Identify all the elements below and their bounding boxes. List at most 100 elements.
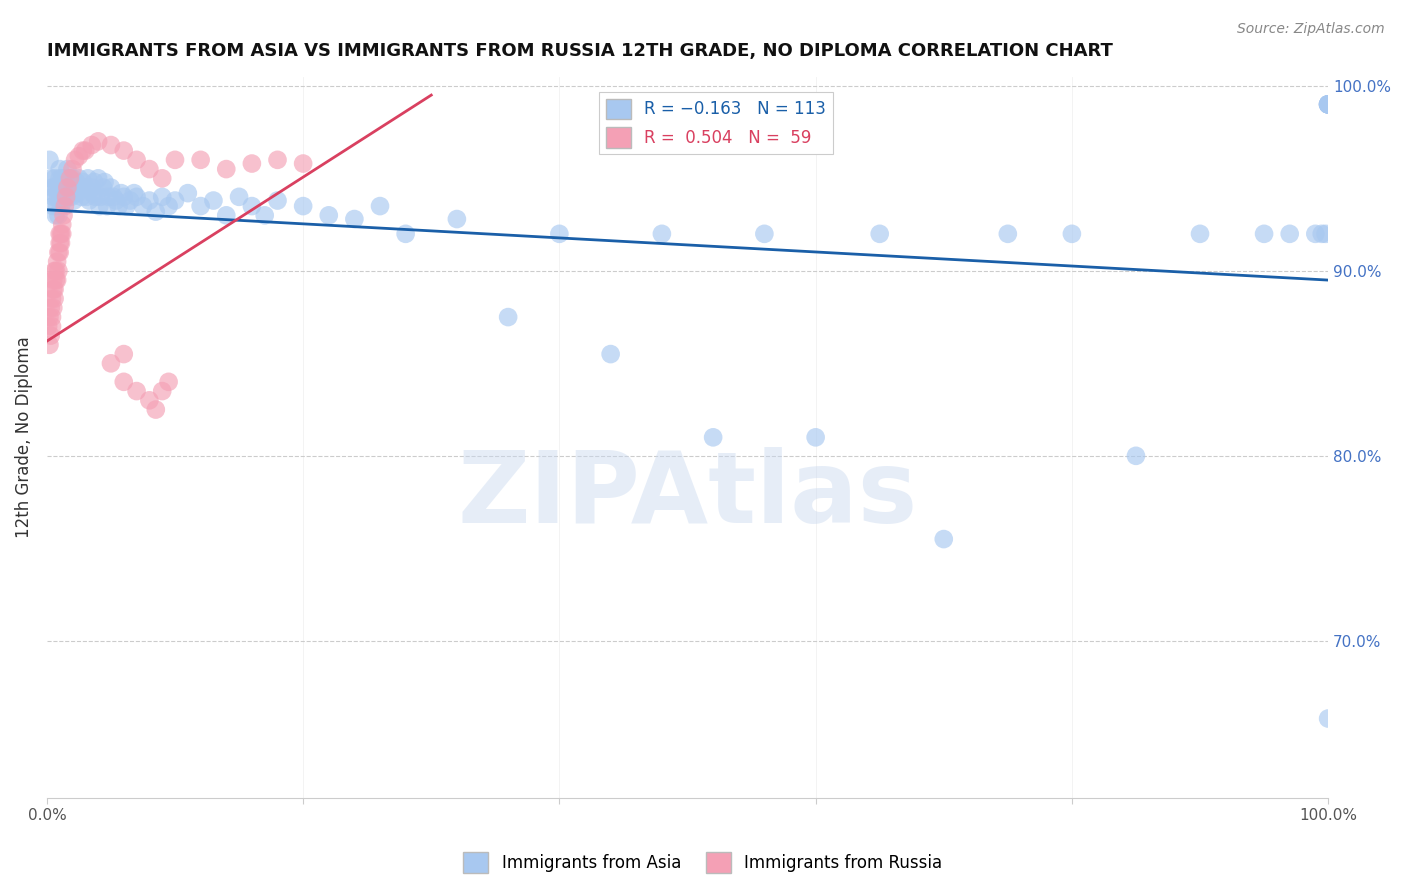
Point — [368, 199, 391, 213]
Point — [76, 190, 98, 204]
Point — [52, 194, 75, 208]
Point — [52, 208, 75, 222]
Point — [56, 180, 79, 194]
Point — [215, 162, 238, 177]
Point — [97, 190, 120, 204]
Point — [38, 153, 60, 167]
Point — [80, 138, 103, 153]
Point — [1310, 227, 1333, 241]
Point — [292, 156, 315, 170]
Point — [51, 171, 73, 186]
Point — [87, 171, 110, 186]
Point — [77, 194, 100, 208]
Point — [44, 264, 66, 278]
Point — [48, 264, 70, 278]
Point — [1305, 227, 1327, 241]
Point — [1125, 449, 1147, 463]
Point — [44, 282, 66, 296]
Point — [228, 190, 250, 204]
Point — [496, 310, 519, 324]
Point — [869, 227, 891, 241]
Point — [55, 190, 77, 204]
Point — [112, 144, 135, 158]
Point — [45, 208, 67, 222]
Point — [318, 208, 340, 222]
Point — [45, 273, 67, 287]
Point — [62, 194, 84, 208]
Legend: Immigrants from Asia, Immigrants from Russia: Immigrants from Asia, Immigrants from Ru… — [457, 846, 949, 880]
Point — [56, 162, 79, 177]
Point — [1317, 97, 1340, 112]
Point — [754, 227, 776, 241]
Point — [70, 190, 93, 204]
Point — [702, 430, 724, 444]
Point — [266, 194, 288, 208]
Point — [46, 180, 69, 194]
Point — [138, 162, 160, 177]
Point — [46, 254, 69, 268]
Point — [46, 273, 69, 287]
Point — [138, 194, 160, 208]
Point — [132, 199, 155, 213]
Point — [60, 190, 83, 204]
Point — [190, 153, 212, 167]
Point — [48, 180, 70, 194]
Point — [59, 180, 82, 194]
Point — [190, 199, 212, 213]
Point — [42, 199, 65, 213]
Point — [48, 208, 70, 222]
Point — [1317, 97, 1340, 112]
Point — [138, 393, 160, 408]
Point — [240, 156, 263, 170]
Point — [55, 190, 77, 204]
Point — [46, 199, 69, 213]
Point — [163, 153, 186, 167]
Point — [1317, 712, 1340, 726]
Point — [105, 194, 128, 208]
Point — [125, 190, 148, 204]
Point — [53, 186, 76, 201]
Point — [58, 171, 80, 186]
Point — [42, 190, 65, 204]
Point — [103, 190, 125, 204]
Point — [53, 199, 76, 213]
Point — [651, 227, 673, 241]
Point — [91, 180, 114, 194]
Point — [42, 301, 65, 315]
Point — [157, 375, 180, 389]
Point — [51, 180, 73, 194]
Point — [115, 199, 138, 213]
Point — [932, 532, 955, 546]
Point — [72, 175, 94, 189]
Point — [1253, 227, 1275, 241]
Point — [69, 180, 91, 194]
Point — [75, 144, 97, 158]
Point — [93, 175, 115, 189]
Point — [42, 282, 65, 296]
Point — [100, 138, 122, 153]
Point — [1060, 227, 1083, 241]
Point — [1315, 227, 1337, 241]
Point — [48, 190, 70, 204]
Point — [41, 292, 63, 306]
Point — [48, 236, 70, 251]
Point — [42, 273, 65, 287]
Point — [100, 356, 122, 370]
Point — [67, 149, 90, 163]
Point — [215, 208, 238, 222]
Point — [395, 227, 418, 241]
Point — [599, 347, 621, 361]
Point — [997, 227, 1019, 241]
Point — [51, 218, 73, 232]
Text: Source: ZipAtlas.com: Source: ZipAtlas.com — [1237, 22, 1385, 37]
Point — [83, 175, 105, 189]
Point — [55, 175, 77, 189]
Point — [122, 186, 145, 201]
Point — [82, 186, 104, 201]
Point — [58, 190, 80, 204]
Point — [65, 175, 87, 189]
Point — [45, 264, 67, 278]
Point — [112, 190, 135, 204]
Point — [150, 171, 173, 186]
Point — [48, 162, 70, 177]
